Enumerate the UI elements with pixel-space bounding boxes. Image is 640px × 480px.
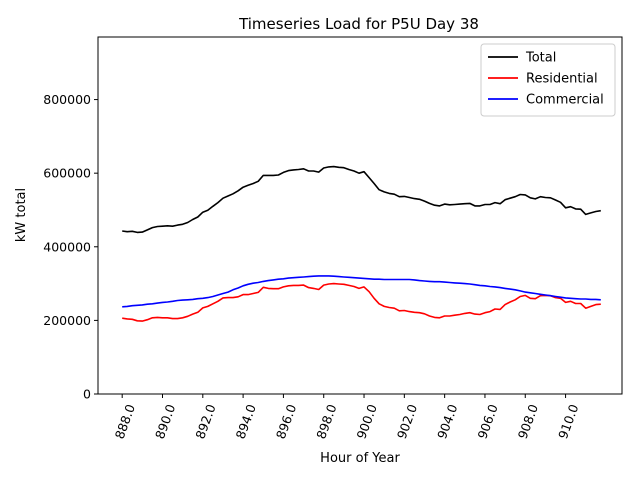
series-layer [122,165,601,322]
y-tick-label: 400000 [43,239,91,254]
legend-label-residential: Residential [526,72,598,87]
legend-label-commercial: Commercial [526,93,604,108]
series-line-commercial [122,275,601,308]
y-tick-label: 600000 [43,166,91,181]
plot-frame [97,36,623,395]
x-axis-label: Hour of Year [320,451,400,466]
legend-box [480,43,616,117]
legend: Total Residential Commercial [480,43,616,117]
series-line-total [122,165,601,234]
legend-label-total: Total [525,51,556,66]
series-line-residential [122,282,601,322]
y-tick-label: 0 [83,387,91,402]
chart-title: Timeseries Load for P5U Day 38 [238,15,479,33]
y-tick-label: 200000 [43,313,91,328]
y-axis-label: kW total [14,188,29,242]
y-axis: 0 200000 400000 600000 800000 [43,92,98,402]
y-tick-label: 800000 [43,92,91,107]
